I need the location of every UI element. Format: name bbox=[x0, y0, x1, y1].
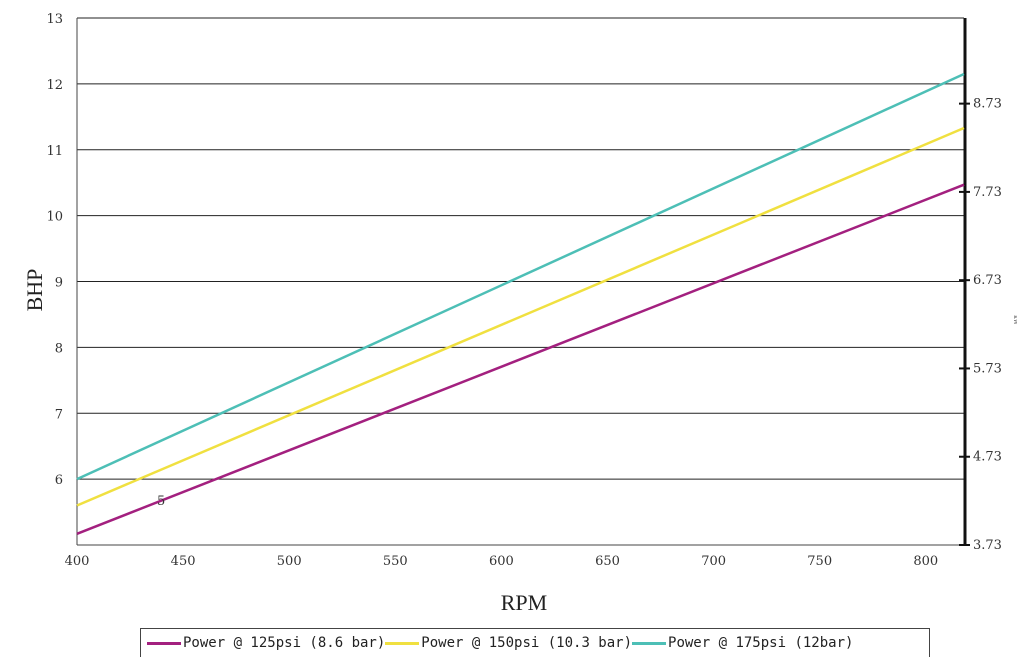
legend-swatch bbox=[147, 641, 181, 645]
x-tick-label: 550 bbox=[383, 554, 408, 569]
legend-item: Power @ 125psi (8.6 bar) bbox=[147, 635, 385, 651]
legend-item: Power @ 175psi (12bar) bbox=[632, 635, 853, 651]
legend-item: Power @ 150psi (10.3 bar) bbox=[385, 635, 632, 651]
series-line-3 bbox=[76, 72, 965, 481]
y2-tick-label: 4.73 bbox=[973, 450, 1002, 465]
y-tick-labels: 6 7 8 9 10 11 12 13 bbox=[46, 12, 63, 488]
y-tick-label: 7 bbox=[55, 407, 63, 422]
x-tick-label: 500 bbox=[277, 554, 302, 569]
x-tick-label: 750 bbox=[807, 554, 832, 569]
y-tick-label: 13 bbox=[46, 12, 63, 27]
gridlines bbox=[76, 17, 964, 546]
x-tick-label: 650 bbox=[595, 554, 620, 569]
y2-tick-label: 6.73 bbox=[973, 273, 1002, 288]
legend-label: Power @ 175psi (12bar) bbox=[668, 635, 854, 651]
x-tick-label: 600 bbox=[489, 554, 514, 569]
x-tick-label: 400 bbox=[65, 554, 90, 569]
series-line-1 bbox=[76, 183, 965, 535]
y-tick-label: 11 bbox=[46, 144, 63, 159]
stray-label: 5 bbox=[157, 494, 165, 509]
y-tick-label: 12 bbox=[46, 78, 63, 93]
x-tick-labels: 400 450 500 550 600 650 700 750 800 bbox=[65, 554, 939, 569]
legend-swatch bbox=[632, 641, 667, 645]
y-tick-label: 10 bbox=[46, 210, 63, 225]
x-tick-label: 800 bbox=[913, 554, 938, 569]
legend-label: Power @ 150psi (10.3 bar) bbox=[421, 635, 633, 651]
y-tick-label: 8 bbox=[55, 341, 63, 356]
y2-tick-label: 5.73 bbox=[973, 361, 1002, 376]
legend-label: Power @ 125psi (8.6 bar) bbox=[183, 635, 386, 651]
y-axis-title: BHP bbox=[22, 269, 47, 312]
y-tick-label: 9 bbox=[55, 276, 63, 291]
legend: Power @ 125psi (8.6 bar) Power @ 150psi (… bbox=[140, 628, 930, 657]
y2-tick-label: 7.73 bbox=[973, 185, 1002, 200]
y2-axis-title: kW bbox=[1012, 315, 1017, 326]
series-lines bbox=[76, 72, 965, 535]
x-tick-label: 700 bbox=[701, 554, 726, 569]
x-tick-label: 450 bbox=[171, 554, 196, 569]
legend-swatch bbox=[385, 641, 420, 645]
y2-tick-label: 3.73 bbox=[973, 538, 1002, 553]
secondary-y-axis: 3.73 4.73 5.73 6.73 7.73 8.73 bbox=[959, 18, 1002, 553]
y-tick-label: 6 bbox=[55, 473, 63, 488]
y2-tick-label: 8.73 bbox=[973, 97, 1002, 112]
series-line-2 bbox=[76, 126, 965, 507]
x-axis-title: RPM bbox=[501, 590, 547, 615]
